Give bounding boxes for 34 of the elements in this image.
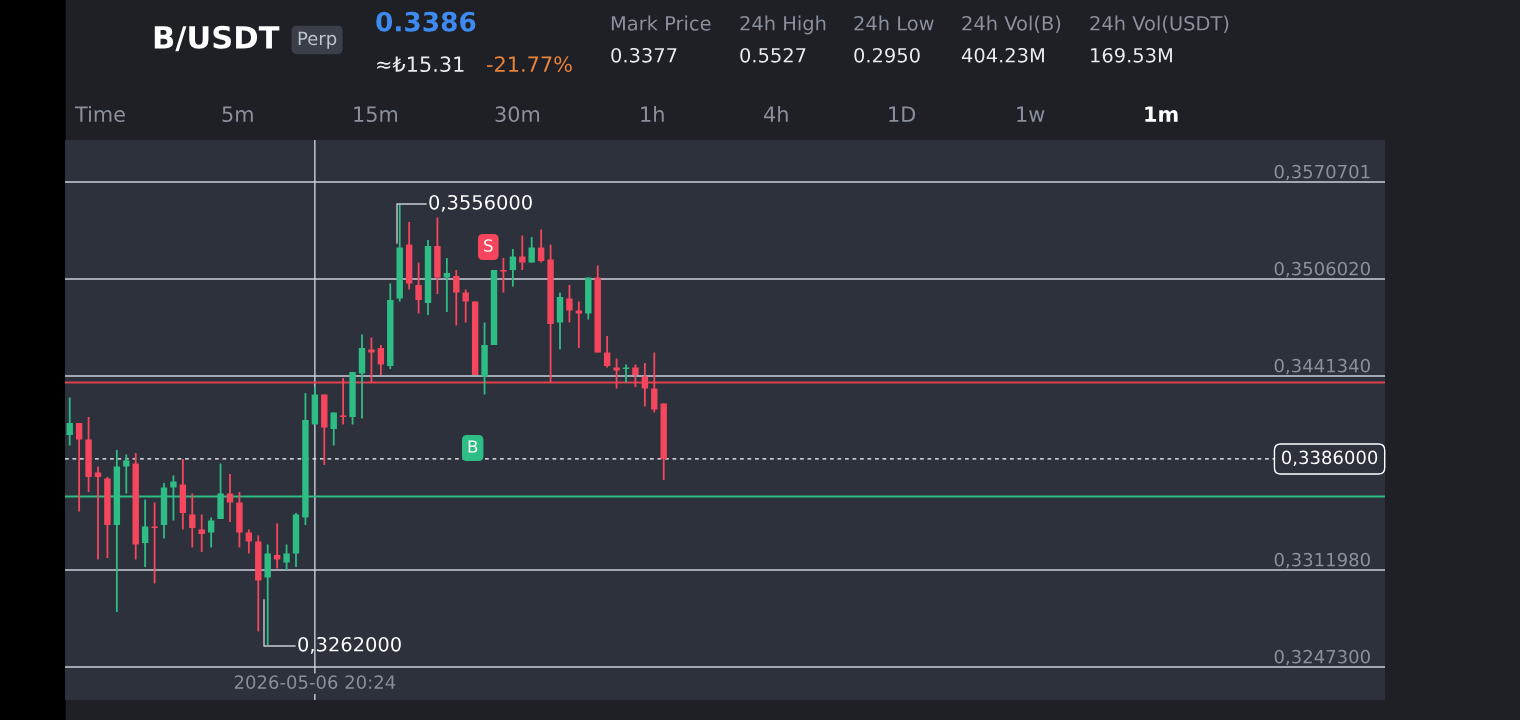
text: 24h Vol(USDT) [1090, 15, 1229, 33]
y-tick-label: 0,3441340 [1274, 358, 1370, 375]
text: 0.5527 [740, 47, 806, 63]
text: 30m [495, 106, 540, 123]
text: 4h [764, 105, 788, 122]
text: ≈₺15.31 [377, 56, 464, 73]
y-tick-label: 0,3506020 [1274, 261, 1370, 278]
text: 1h [641, 105, 664, 122]
text: 0.3386 [376, 11, 476, 32]
text: -21.77% [487, 56, 572, 73]
annotation: B [468, 440, 478, 453]
text: 24h High [740, 15, 826, 35]
text: 24h Vol(B) [962, 15, 1061, 33]
annotation: 0,3556000 [429, 194, 532, 212]
annotation: S [484, 239, 493, 252]
x-tick-label: 2026-05-06 20:24 [234, 675, 396, 689]
text: 1w [1017, 106, 1045, 122]
text: 169.53M [1091, 47, 1172, 63]
text: Mark Price [611, 15, 711, 31]
text: 1m [1145, 106, 1178, 122]
y-tick-label: 0,3570701 [1274, 164, 1370, 181]
text: 15m [354, 106, 398, 123]
y-tick-label: 0,3247300 [1274, 649, 1370, 666]
text: 24h Low [854, 15, 934, 31]
y-tick-label: 0,3311980 [1274, 552, 1370, 569]
text: Time [74, 105, 125, 123]
text: 404.23M [961, 47, 1044, 63]
text: 0.3377 [611, 47, 677, 63]
text: 5m [222, 106, 253, 123]
text: 1D [889, 106, 916, 122]
ref-line-label: 0,3386000 [1281, 450, 1378, 467]
text: Perp [298, 31, 337, 49]
chart-title: B/USDT [154, 25, 280, 52]
text: 0.2950 [854, 47, 920, 63]
